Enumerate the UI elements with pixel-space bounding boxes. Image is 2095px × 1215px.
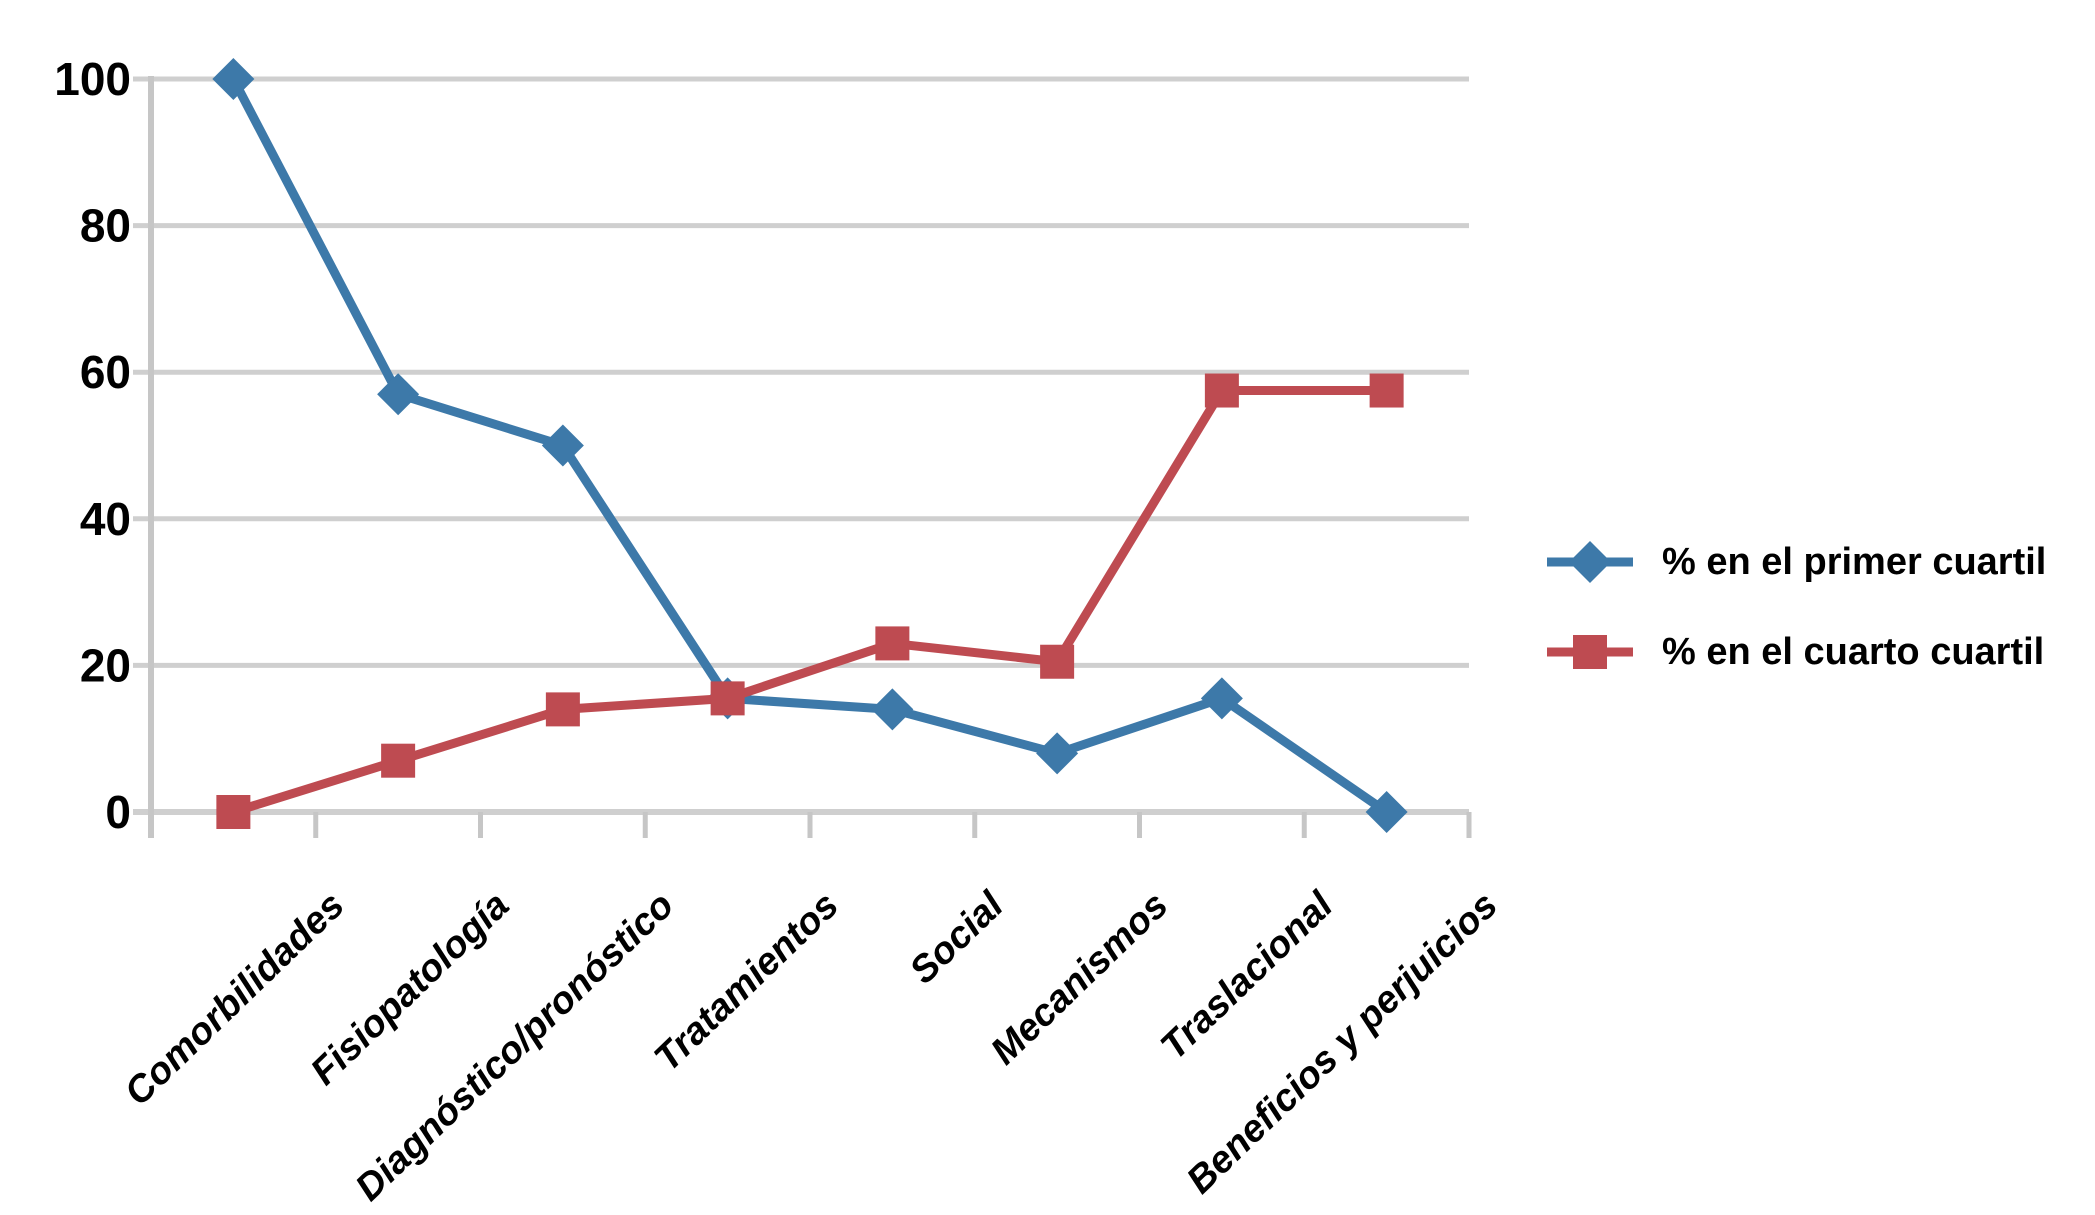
y-tick-label: 40 bbox=[80, 493, 131, 545]
y-tick-label: 0 bbox=[105, 786, 131, 838]
legend-marker bbox=[1569, 541, 1611, 583]
x-category-label: Beneficios y perjuicios bbox=[1179, 884, 1506, 1202]
data-point-marker bbox=[710, 681, 745, 716]
data-point-marker bbox=[1365, 791, 1408, 833]
y-tick-label: 60 bbox=[80, 346, 131, 398]
data-point-marker bbox=[875, 626, 910, 661]
data-point-marker bbox=[377, 373, 420, 416]
y-tick-label: 20 bbox=[80, 639, 131, 691]
data-point-marker bbox=[1040, 644, 1075, 679]
series-line-1 bbox=[232, 386, 1387, 817]
data-point-marker bbox=[1369, 373, 1404, 408]
data-point-marker bbox=[381, 743, 416, 778]
y-tick-label: 100 bbox=[54, 53, 131, 105]
legend-label-cuarto-cuartil: % en el cuarto cuartil bbox=[1662, 630, 2045, 673]
x-category-label: Social bbox=[902, 883, 1013, 992]
x-category-label: Mecanismos bbox=[983, 884, 1176, 1073]
y-tick-label: 80 bbox=[80, 200, 131, 252]
data-point-marker bbox=[1200, 677, 1243, 720]
x-category-label: Comorbilidades bbox=[117, 884, 353, 1114]
legend-item-primer-cuartil: % en el primer cuartil bbox=[1545, 527, 2046, 597]
data-point-marker bbox=[216, 795, 251, 829]
legend-square-marker-icon bbox=[1547, 635, 1633, 669]
legend: % en el primer cuartil % en el cuarto cu… bbox=[1545, 527, 2046, 687]
data-point-marker bbox=[1204, 373, 1239, 408]
series-line-0 bbox=[229, 76, 1390, 816]
data-point-marker bbox=[871, 688, 914, 731]
legend-label-primer-cuartil: % en el primer cuartil bbox=[1662, 540, 2047, 583]
data-point-marker bbox=[545, 692, 580, 727]
legend-item-cuarto-cuartil: % en el cuarto cuartil bbox=[1545, 617, 2046, 687]
legend-marker bbox=[1573, 635, 1607, 669]
data-point-marker bbox=[212, 58, 255, 100]
data-point-marker bbox=[1036, 732, 1079, 775]
legend-diamond-marker-icon bbox=[1547, 541, 1633, 583]
x-category-label: Diagnóstico/pronóstico bbox=[348, 884, 682, 1209]
data-point-marker bbox=[541, 424, 584, 467]
